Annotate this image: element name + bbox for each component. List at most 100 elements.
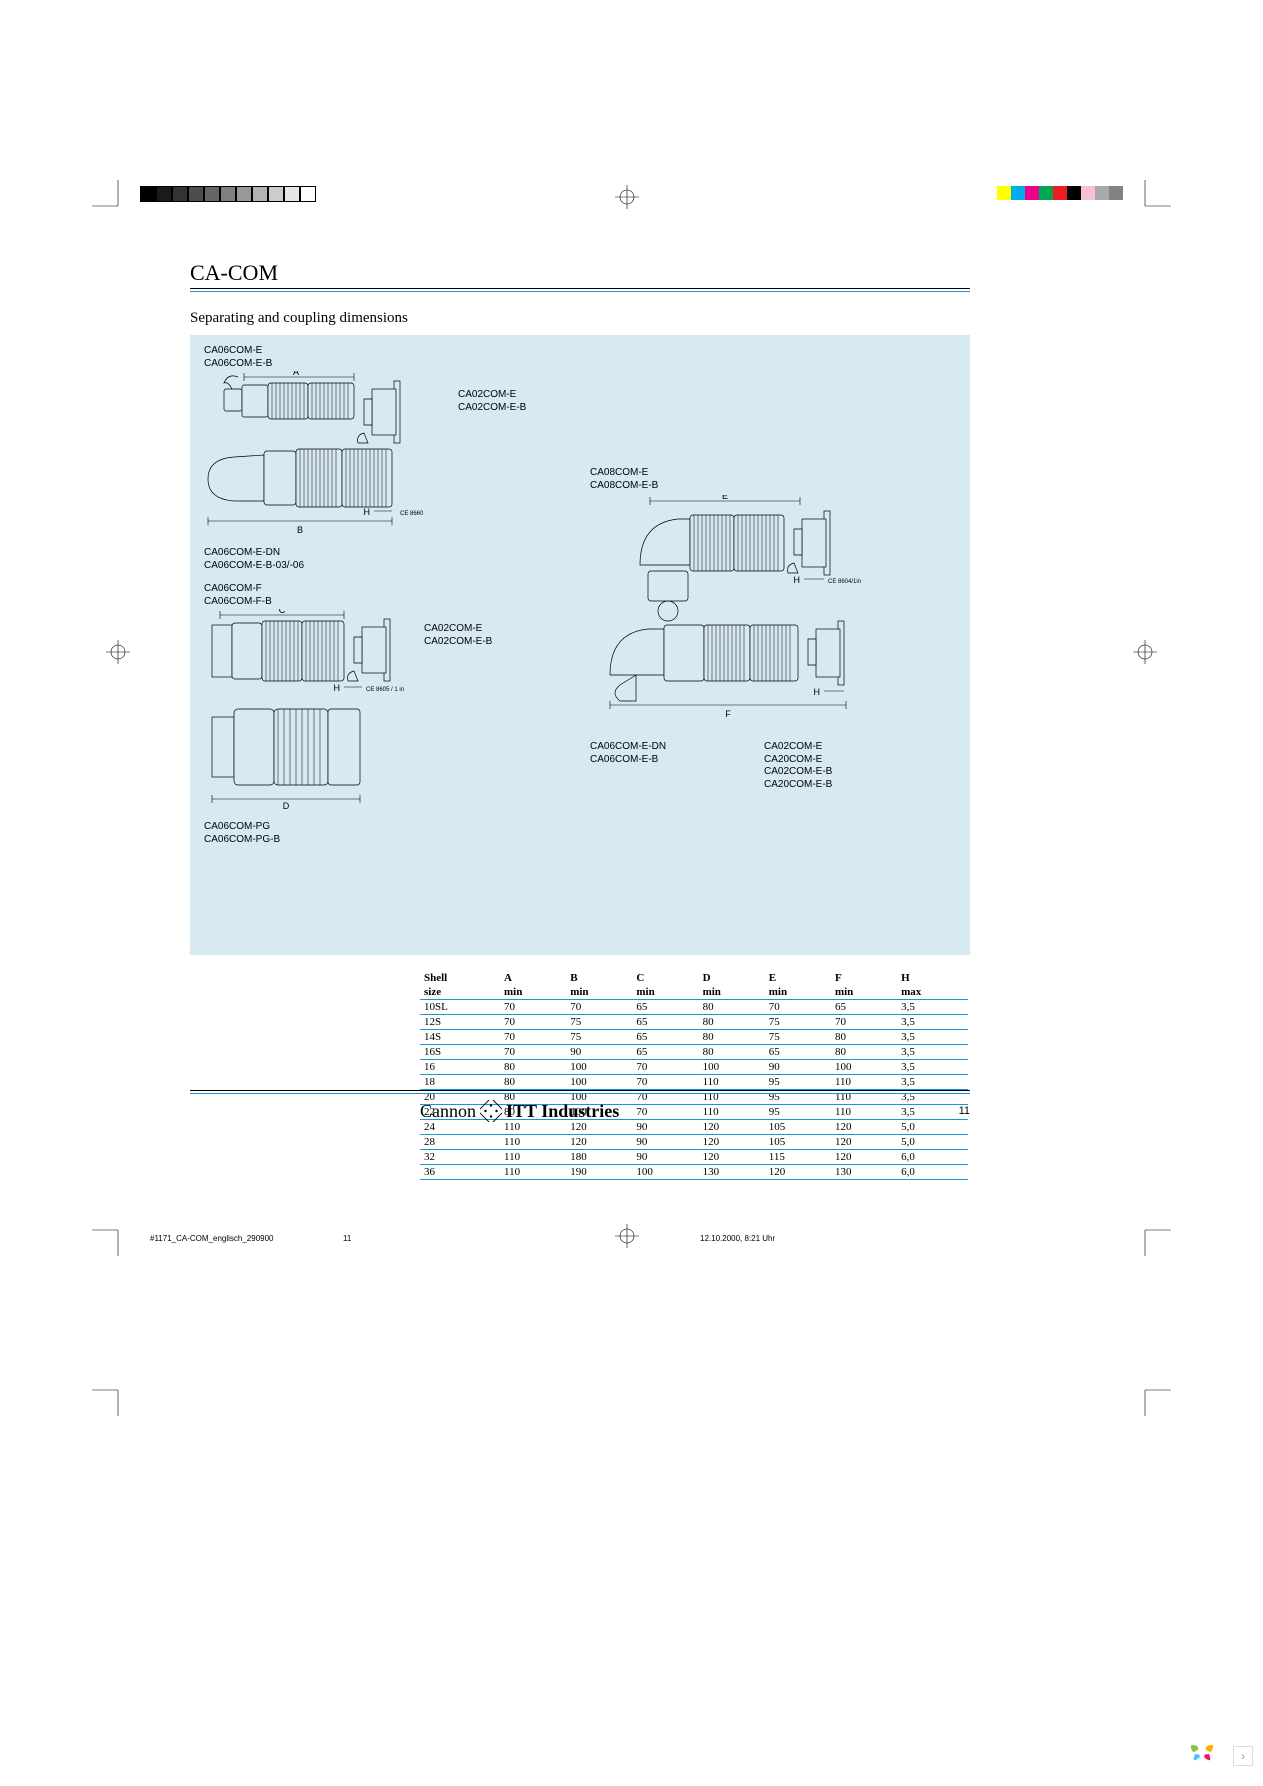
dim-c: C [279, 609, 286, 615]
recept-a-1: CA02COM-E [458, 389, 516, 400]
dim-b: B [297, 525, 303, 535]
dim-d: D [283, 801, 290, 809]
cell: 80 [699, 1015, 765, 1030]
cell: 100 [632, 1165, 698, 1180]
dim-h-f: H [814, 687, 821, 697]
doc-subtitle: Separating and coupling dimensions [190, 310, 970, 327]
cell: 14S [420, 1030, 500, 1045]
cell: 80 [699, 1045, 765, 1060]
footer-rule2 [190, 1093, 970, 1094]
cell: 3,5 [897, 1000, 968, 1015]
cell: 70 [500, 1015, 566, 1030]
swatch [220, 186, 236, 202]
registration-bottom [615, 1224, 639, 1248]
viewer-logo-icon [1185, 1734, 1219, 1768]
cell: 28 [420, 1135, 500, 1150]
footer-rule [190, 1090, 970, 1091]
label-d-1: CA06COM-PG [204, 821, 270, 832]
swatch [1039, 186, 1053, 200]
brand-cannon: Cannon [420, 1101, 476, 1122]
swatch [1095, 186, 1109, 200]
swatch [300, 186, 316, 202]
label-ebr-2: CA20COM-E [764, 754, 822, 765]
label-ebl-2: CA06COM-E-B [590, 754, 658, 765]
diagram-a: A [204, 371, 444, 541]
table-header-row1: ShellABCDEFH [420, 971, 968, 985]
slug-timestamp: 12.10.2000, 8:21 Uhr [700, 1234, 775, 1243]
cell: 90 [632, 1150, 698, 1165]
cell: 70 [831, 1015, 897, 1030]
cell: 80 [831, 1045, 897, 1060]
dim-f: F [725, 709, 731, 719]
label-ebr-3: CA02COM-E-B [764, 766, 832, 777]
swatch [1109, 186, 1123, 200]
brand-logo-icon [480, 1100, 502, 1122]
dim-e: E [722, 495, 728, 501]
label-e-br: CA02COM-E CA20COM-E CA02COM-E-B CA20COM-… [764, 741, 832, 791]
cell: 180 [566, 1150, 632, 1165]
table-row: 16S7090658065803,5 [420, 1045, 968, 1060]
note-c: CE 8605 / 1 in [366, 687, 404, 693]
colsub-A: min [500, 985, 566, 1000]
label-ebr-4: CA20COM-E-B [764, 779, 832, 790]
table-row: 28110120901201051205,0 [420, 1135, 968, 1150]
cell: 3,5 [897, 1015, 968, 1030]
label-ebr-1: CA02COM-E [764, 741, 822, 752]
cell: 12S [420, 1015, 500, 1030]
cell: 65 [632, 1030, 698, 1045]
color-bar [997, 186, 1123, 200]
slug-sheet: 11 [343, 1234, 351, 1243]
cell: 3,5 [897, 1030, 968, 1045]
cell: 130 [699, 1165, 765, 1180]
greyscale-bar [140, 186, 316, 200]
table-row: 12S7075658075703,5 [420, 1015, 968, 1030]
note-e: CE 8604/1in [828, 579, 861, 585]
colsub-H: max [897, 985, 968, 1000]
cell: 75 [566, 1030, 632, 1045]
col-H: H [897, 971, 968, 985]
cell: 5,0 [897, 1135, 968, 1150]
col-C: C [632, 971, 698, 985]
next-page-button[interactable]: › [1233, 1746, 1253, 1766]
cell: 6,0 [897, 1165, 968, 1180]
swatch [1011, 186, 1025, 200]
swatch [997, 186, 1011, 200]
cell: 65 [765, 1045, 831, 1060]
label-group-e-top: CA08COM-E CA08COM-E-B [590, 467, 658, 492]
cropmark-bl2 [92, 1220, 128, 1256]
col-F: F [831, 971, 897, 985]
brand-itt: ITT Industries [506, 1101, 619, 1122]
diagram-c: C D [204, 609, 454, 809]
swatch [1067, 186, 1081, 200]
cell: 120 [765, 1165, 831, 1180]
colsub-C: min [632, 985, 698, 1000]
cell: 120 [831, 1150, 897, 1165]
swatch [1025, 186, 1039, 200]
swatch [252, 186, 268, 202]
swatch [1081, 186, 1095, 200]
cell: 6,0 [897, 1150, 968, 1165]
swatch [1053, 186, 1067, 200]
label-a-1: CA06COM-E [204, 345, 262, 356]
cell: 190 [566, 1165, 632, 1180]
diagram-e: E H CE 8604/1in [570, 495, 910, 775]
cell: 10SL [420, 1000, 500, 1015]
doc-title: CA-COM [190, 260, 970, 289]
cell: 115 [765, 1150, 831, 1165]
cell: 70 [500, 1000, 566, 1015]
cell: 36 [420, 1165, 500, 1180]
label-group-b: CA06COM-E-DN CA06COM-E-B-03/-06 [204, 547, 304, 572]
note-a: CE 8660 [400, 511, 424, 517]
label-b-2: CA06COM-E-B-03/-06 [204, 560, 304, 571]
cell: 110 [500, 1135, 566, 1150]
cropmark-tr [1135, 180, 1171, 216]
table-row: 32110180901201151206,0 [420, 1150, 968, 1165]
colsub-D: min [699, 985, 765, 1000]
label-d-2: CA06COM-PG-B [204, 834, 280, 845]
dim-h-e: H [794, 575, 801, 585]
cell: 80 [699, 1000, 765, 1015]
label-a-2: CA06COM-E-B [204, 358, 272, 369]
col-E: E [765, 971, 831, 985]
col-D: D [699, 971, 765, 985]
cell: 130 [831, 1165, 897, 1180]
